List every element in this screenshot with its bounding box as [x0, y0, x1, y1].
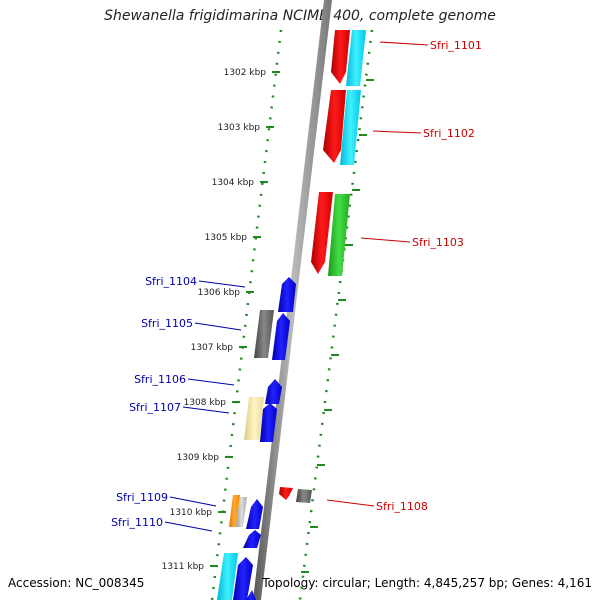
gene-label-sfri-1108[interactable]: Sfri_1108 — [376, 500, 428, 513]
gene-label-sfri-1106[interactable]: Sfri_1106 — [134, 373, 186, 386]
gene-sfri-1104[interactable] — [278, 277, 296, 312]
gene-sfri-1103-partner[interactable] — [328, 194, 350, 276]
gene-sfri-1107-pale[interactable] — [244, 397, 264, 440]
scale-tick-label: 1306 kbp — [198, 288, 241, 298]
gene-sfri-1108-grey[interactable] — [296, 489, 312, 503]
gene-label-leader — [372, 130, 422, 134]
gene-sfri-1103[interactable] — [311, 192, 333, 274]
gene-label-sfri-1101[interactable]: Sfri_1101 — [430, 39, 482, 52]
gene-label-sfri-1104[interactable]: Sfri_1104 — [145, 275, 197, 288]
gene-sfri-1105[interactable] — [272, 313, 290, 360]
gene-label-leader — [182, 406, 230, 414]
gene-bottom-blue-2[interactable] — [246, 590, 256, 600]
gene-sfri-1102-partner[interactable] — [340, 90, 361, 165]
gene-label-sfri-1102[interactable]: Sfri_1102 — [423, 127, 475, 140]
scale-tick-label: 1303 kbp — [218, 123, 261, 133]
gene-sfri-1109-lightgrey[interactable] — [236, 497, 247, 527]
gene-bottom-blue[interactable] — [233, 557, 253, 600]
scale-tick-label: 1307 kbp — [191, 343, 234, 353]
gene-label-leader — [169, 496, 217, 507]
scale-tick-label: 1310 kbp — [170, 508, 213, 518]
gene-sfri-1106[interactable] — [265, 379, 282, 404]
gene-label-sfri-1103[interactable]: Sfri_1103 — [412, 236, 464, 249]
scale-tick-label: 1311 kbp — [162, 562, 205, 572]
gene-bottom-cyan[interactable] — [217, 553, 238, 600]
gene-sfri-1109-orange[interactable] — [229, 495, 240, 527]
scale-tick-label: 1304 kbp — [212, 178, 255, 188]
gene-sfri-1107[interactable] — [260, 403, 277, 442]
gene-sfri-1110[interactable] — [243, 530, 261, 548]
gene-label-leader — [187, 378, 235, 386]
right-scale-line — [298, 29, 374, 600]
gene-label-sfri-1110[interactable]: Sfri_1110 — [111, 516, 163, 529]
gene-sfri-1108[interactable] — [279, 487, 293, 500]
left-scale-line — [210, 29, 283, 600]
scale-tick-label: 1305 kbp — [205, 233, 248, 243]
scale-tick-label: 1302 kbp — [224, 68, 267, 78]
gene-label-leader — [379, 41, 429, 46]
accession-text: Accession: NC_008345 — [8, 576, 145, 590]
gene-label-leader — [326, 499, 375, 507]
gene-label-leader — [194, 322, 242, 331]
gene-label-sfri-1109[interactable]: Sfri_1109 — [116, 491, 168, 504]
topology-text: Topology: circular; Length: 4,845,257 bp… — [262, 576, 592, 590]
gene-label-sfri-1107[interactable]: Sfri_1107 — [129, 401, 181, 414]
genome-title: Shewanella frigidimarina NCIMB 400, comp… — [104, 8, 496, 24]
gene-sfri-1101[interactable] — [331, 30, 350, 84]
gene-sfri-1101-partner[interactable] — [346, 30, 366, 86]
gene-label-leader — [198, 280, 246, 288]
gene-sfri-1109[interactable] — [246, 499, 263, 529]
scale-tick-label: 1309 kbp — [177, 453, 220, 463]
gene-label-leader — [360, 237, 411, 243]
gene-sfri-1105-grey[interactable] — [254, 310, 274, 358]
scale-tick-label: 1308 kbp — [184, 398, 227, 408]
gene-label-sfri-1105[interactable]: Sfri_1105 — [141, 317, 193, 330]
gene-label-leader — [164, 521, 213, 532]
gene-sfri-1102[interactable] — [323, 90, 346, 163]
